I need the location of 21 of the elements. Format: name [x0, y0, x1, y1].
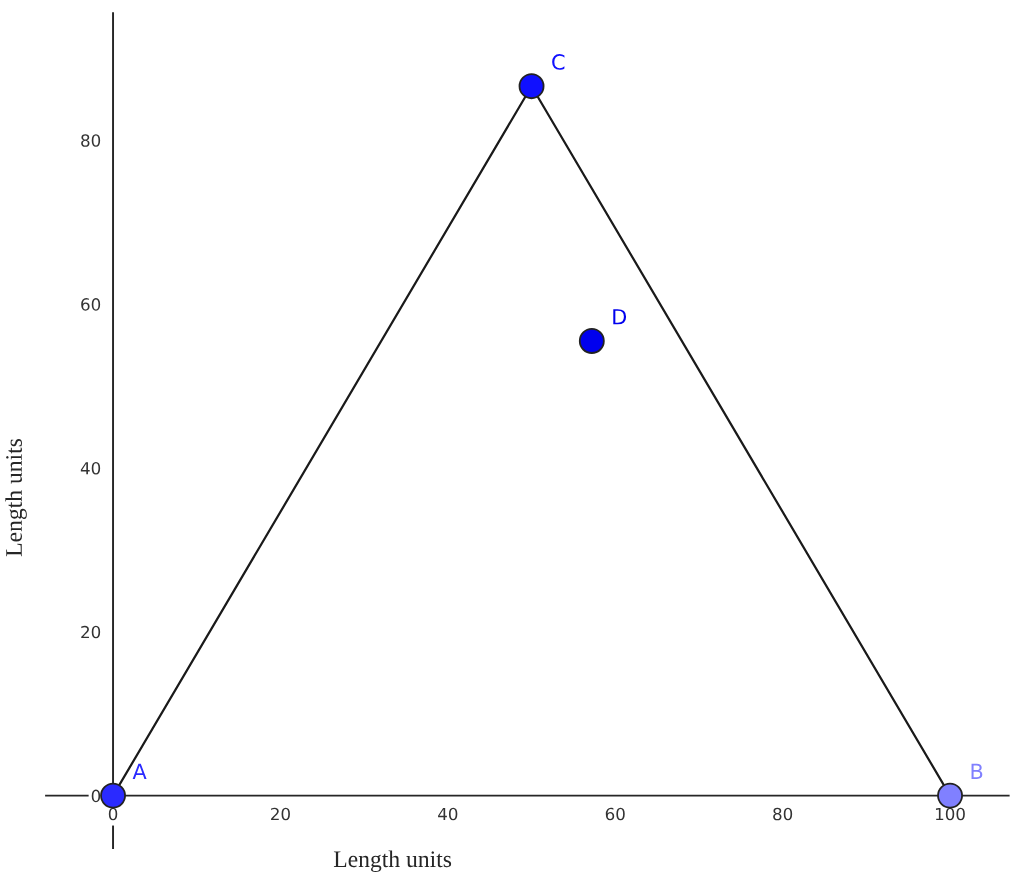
y-tick-label: 20 — [81, 625, 101, 639]
x-tick-label: 0 — [108, 807, 118, 821]
annotation: A — [132, 763, 147, 779]
x-tick-label: 60 — [605, 807, 625, 821]
x-tick-label: 20 — [271, 807, 290, 821]
annotation: D — [613, 309, 627, 325]
y-axis-title: Length units — [5, 438, 27, 557]
x-tick-label: 80 — [773, 807, 793, 821]
point — [937, 782, 963, 809]
x-tick-label: 40 — [438, 807, 458, 821]
point — [518, 73, 545, 100]
annotation: C — [552, 54, 565, 70]
y-tick-label: 0 — [91, 789, 101, 803]
x-tick-label: 100 — [935, 807, 965, 821]
annotation: B — [971, 763, 983, 779]
y-tick-label: 40 — [80, 461, 101, 475]
y-tick-label: 60 — [81, 298, 101, 311]
y-tick-label: 80 — [81, 134, 101, 147]
point — [578, 328, 605, 354]
x-axis-title: Length units — [333, 850, 452, 873]
point — [100, 782, 126, 809]
